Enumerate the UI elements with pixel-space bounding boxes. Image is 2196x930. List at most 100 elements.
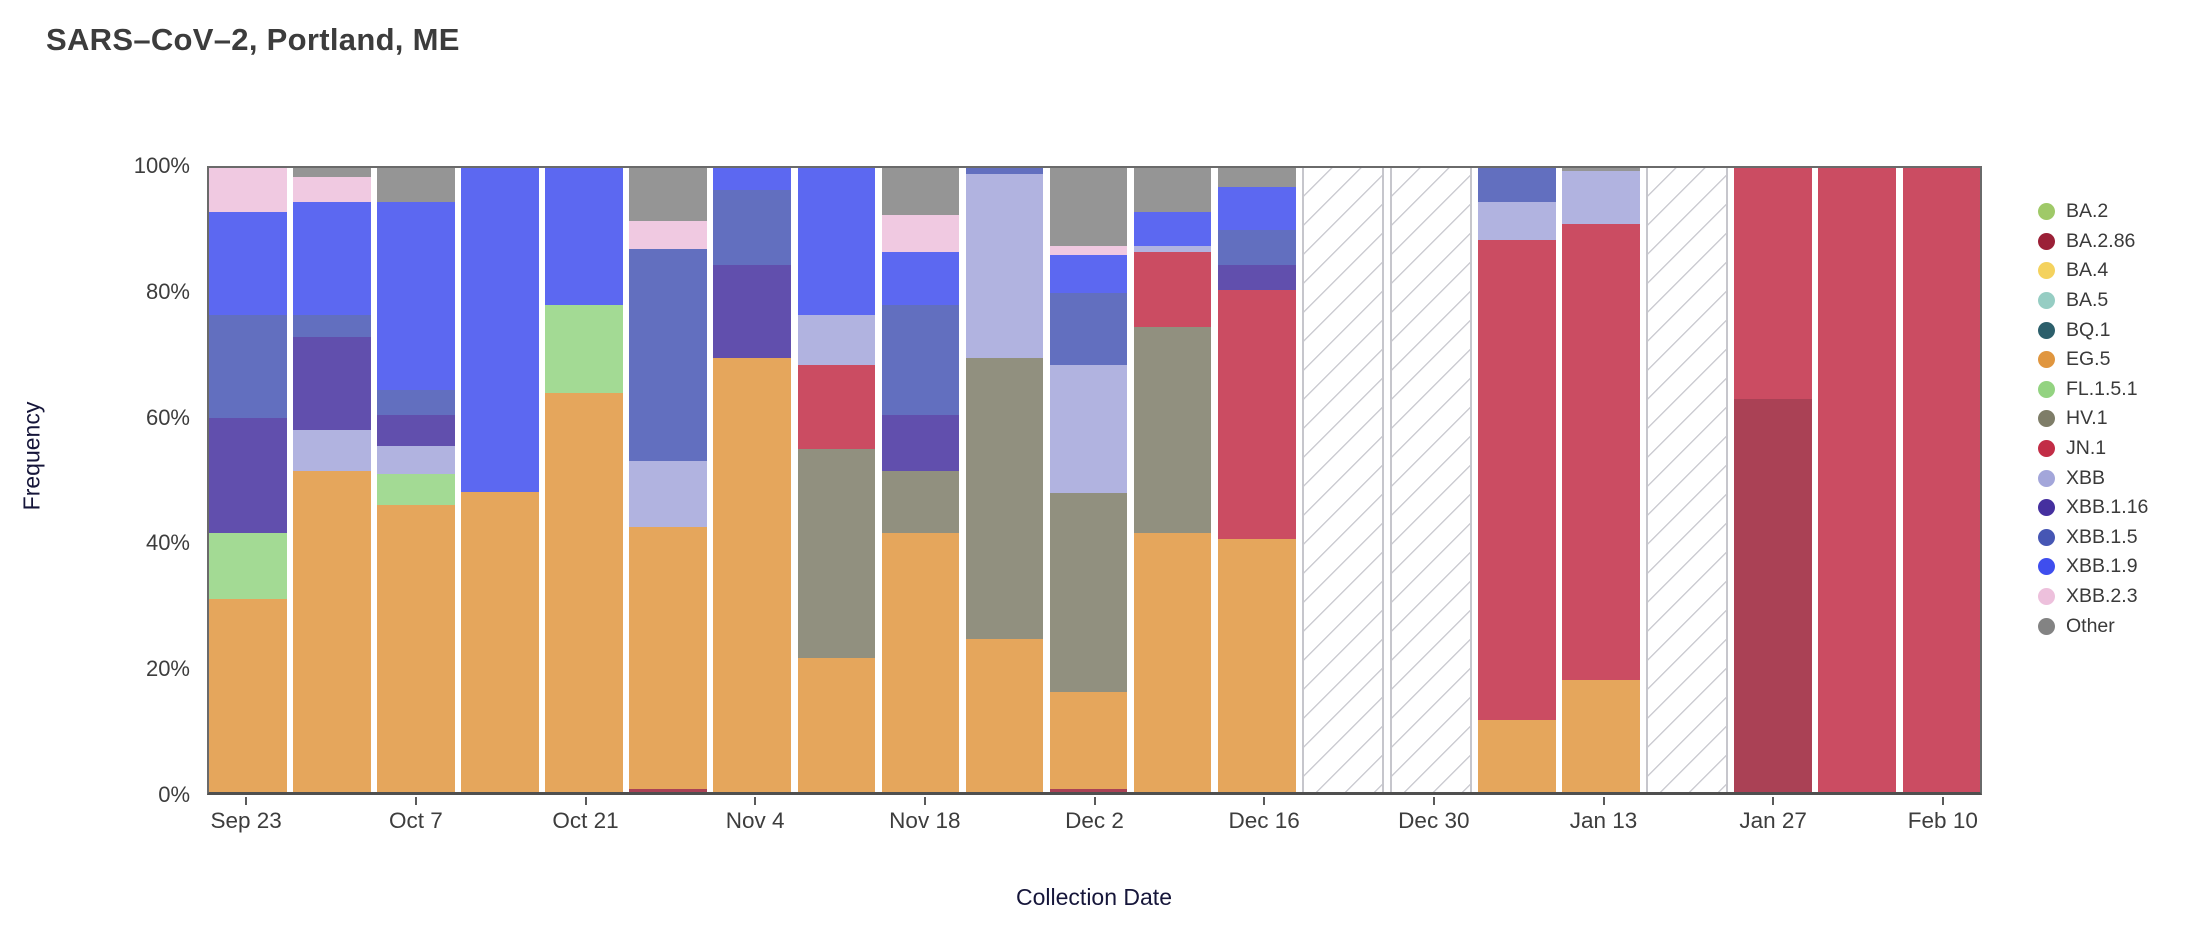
segment-eg.5[interactable] [377,504,455,792]
segment-xbb.1.5[interactable] [1478,168,1556,203]
segment-xbb.1.9[interactable] [545,168,623,306]
segment-other[interactable] [293,168,371,178]
segment-xbb.1.16[interactable] [1217,264,1296,290]
segment-xbb[interactable] [797,314,876,365]
bar-jan-27[interactable] [1734,168,1812,792]
segment-xbb.1.9[interactable] [209,211,287,315]
segment-xbb.1.5[interactable] [293,314,371,337]
bar-sep-30[interactable] [293,168,371,792]
bar-dec-9[interactable] [1133,168,1212,792]
segment-xbb.2.3[interactable] [881,214,960,253]
segment-ba.2.86[interactable] [1734,398,1812,792]
legend-item-jn.1[interactable]: JN.1 [2038,434,2148,464]
bar-nov-25[interactable] [965,168,1044,792]
segment-eg.5[interactable] [293,470,371,792]
segment-xbb[interactable] [1562,171,1640,225]
segment-fl.1.5.1[interactable] [377,473,455,505]
segment-fl.1.5.1[interactable] [209,533,287,599]
segment-xbb.1.5[interactable] [629,249,707,462]
segment-xbb[interactable] [965,174,1044,359]
segment-other[interactable] [881,168,960,215]
segment-hv.1[interactable] [965,358,1044,640]
bar-nov-11[interactable] [797,168,876,792]
segment-jn.1[interactable] [1734,168,1812,399]
bar-dec-16[interactable] [1217,168,1296,792]
legend-item-ba.2.86[interactable]: BA.2.86 [2038,227,2148,257]
segment-jn.1[interactable] [1478,239,1556,721]
segment-xbb[interactable] [377,445,455,474]
segment-xbb[interactable] [293,430,371,471]
legend-item-ba.4[interactable]: BA.4 [2038,256,2148,286]
segment-other[interactable] [1562,168,1640,172]
segment-xbb.1.9[interactable] [797,168,876,315]
segment-hv.1[interactable] [1133,327,1212,534]
segment-eg.5[interactable] [1217,539,1296,792]
segment-xbb.1.5[interactable] [881,305,960,415]
bar-nov-4[interactable] [713,168,792,792]
legend-item-bq.1[interactable]: BQ.1 [2038,315,2148,345]
segment-eg.5[interactable] [965,639,1044,792]
segment-hv.1[interactable] [1049,492,1128,693]
segment-xbb.1.16[interactable] [881,414,960,471]
segment-ba.2.86[interactable] [1049,788,1128,792]
segment-xbb.1.9[interactable] [377,202,455,390]
segment-eg.5[interactable] [209,598,287,792]
segment-xbb.1.9[interactable] [1133,211,1212,247]
legend-item-xbb[interactable]: XBB [2038,463,2148,493]
segment-xbb[interactable] [1478,202,1556,240]
segment-other[interactable] [1217,168,1296,187]
segment-hv.1[interactable] [881,470,960,534]
bar-oct-7[interactable] [377,168,455,792]
legend-item-eg.5[interactable]: EG.5 [2038,345,2148,375]
segment-xbb.1.5[interactable] [965,168,1044,175]
legend-item-ba.2[interactable]: BA.2 [2038,197,2148,227]
segment-jn.1[interactable] [1902,168,1981,792]
segment-jn.1[interactable] [1562,224,1640,680]
bar-nov-18[interactable] [881,168,960,792]
bar-oct-21[interactable] [545,168,623,792]
bar-jan-13[interactable] [1562,168,1640,792]
segment-eg.5[interactable] [1133,533,1212,792]
bar-dec-2[interactable] [1049,168,1128,792]
segment-xbb.1.9[interactable] [461,168,539,493]
segment-xbb.1.5[interactable] [209,314,287,418]
segment-xbb.1.9[interactable] [1217,186,1296,231]
segment-eg.5[interactable] [545,392,623,792]
segment-jn.1[interactable] [797,364,876,449]
legend-item-xbb.1.5[interactable]: XBB.1.5 [2038,523,2148,553]
segment-xbb.1.5[interactable] [377,389,455,415]
segment-jn.1[interactable] [1133,252,1212,328]
bar-jan-6[interactable] [1478,168,1556,792]
segment-eg.5[interactable] [797,657,876,792]
legend-item-xbb.1.9[interactable]: XBB.1.9 [2038,552,2148,582]
segment-eg.5[interactable] [881,533,960,792]
legend-item-xbb.2.3[interactable]: XBB.2.3 [2038,582,2148,612]
segment-eg.5[interactable] [461,492,539,792]
segment-xbb.2.3[interactable] [1049,246,1128,256]
segment-xbb.1.9[interactable] [1049,255,1128,293]
legend-item-hv.1[interactable]: HV.1 [2038,404,2148,434]
segment-xbb.1.16[interactable] [377,414,455,446]
segment-hv.1[interactable] [797,448,876,658]
legend-item-xbb.1.16[interactable]: XBB.1.16 [2038,493,2148,523]
segment-xbb.2.3[interactable] [209,168,287,212]
bar-feb-3[interactable] [1818,168,1897,792]
segment-xbb.1.16[interactable] [713,264,792,359]
segment-xbb.1.5[interactable] [713,189,792,265]
segment-xbb.2.3[interactable] [293,177,371,203]
legend-item-other[interactable]: Other [2038,611,2148,641]
segment-jn.1[interactable] [1818,168,1897,792]
legend-item-ba.5[interactable]: BA.5 [2038,286,2148,316]
segment-xbb.1.9[interactable] [293,202,371,315]
segment-other[interactable] [1133,168,1212,212]
segment-other[interactable] [629,168,707,222]
segment-jn.1[interactable] [1217,289,1296,540]
segment-xbb[interactable] [1133,246,1212,253]
segment-xbb.2.3[interactable] [629,221,707,250]
segment-eg.5[interactable] [1049,692,1128,789]
segment-eg.5[interactable] [1562,679,1640,792]
segment-xbb.1.5[interactable] [1049,292,1128,365]
bar-feb-10[interactable] [1902,168,1981,792]
bar-oct-28[interactable] [629,168,707,792]
bar-sep-23[interactable] [209,168,287,792]
